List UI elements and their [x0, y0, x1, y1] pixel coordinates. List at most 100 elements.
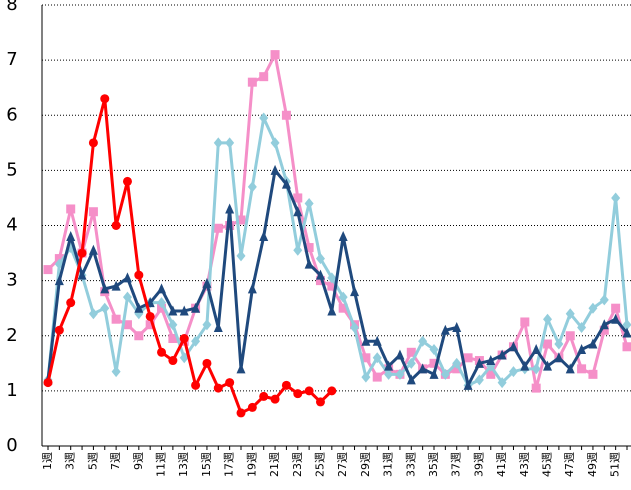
marker: [202, 358, 212, 368]
marker: [406, 347, 416, 357]
marker: [315, 253, 325, 265]
marker: [384, 360, 394, 371]
x-tick-label: 5週: [86, 452, 99, 470]
marker: [134, 302, 144, 313]
marker: [225, 137, 235, 149]
marker: [384, 368, 394, 380]
marker: [429, 358, 439, 368]
marker: [315, 276, 325, 286]
marker: [350, 286, 360, 297]
marker: [531, 383, 541, 393]
series-line: [46, 116, 629, 387]
marker: [111, 366, 121, 378]
marker: [54, 275, 64, 286]
marker: [293, 193, 303, 203]
marker: [100, 283, 110, 294]
y-tick-label: 4: [6, 215, 17, 236]
marker: [486, 369, 496, 379]
marker: [611, 192, 621, 204]
marker: [327, 305, 337, 316]
marker: [281, 178, 291, 189]
marker: [225, 378, 235, 388]
marker: [452, 364, 462, 374]
x-tick-label: 37週: [450, 452, 463, 477]
marker: [122, 176, 132, 186]
x-tick-label: 13週: [177, 452, 190, 477]
marker: [54, 254, 64, 264]
marker: [213, 383, 223, 393]
y-tick-label: 7: [6, 49, 17, 70]
x-tick-label: 47週: [563, 452, 576, 477]
x-tick-label: 9週: [132, 452, 145, 470]
marker: [395, 368, 405, 380]
marker: [611, 313, 621, 324]
marker: [259, 391, 269, 401]
marker: [157, 283, 167, 294]
marker: [100, 302, 110, 314]
marker: [577, 321, 587, 333]
marker: [111, 280, 121, 291]
marker: [520, 360, 530, 371]
marker: [43, 378, 53, 388]
marker: [304, 386, 314, 396]
marker: [315, 269, 325, 280]
marker: [88, 244, 98, 255]
marker: [395, 349, 405, 360]
marker: [554, 352, 564, 363]
x-tick-label: 33週: [404, 452, 417, 477]
marker: [293, 244, 303, 256]
marker: [77, 248, 87, 258]
marker: [202, 277, 212, 288]
y-tick-label: 5: [6, 159, 17, 180]
marker: [338, 303, 348, 313]
x-tick-label: 19週: [245, 452, 258, 477]
marker: [463, 353, 473, 363]
marker: [543, 313, 553, 325]
marker: [543, 360, 553, 371]
x-tick-label: 51週: [609, 452, 622, 477]
marker: [168, 356, 178, 366]
marker: [247, 181, 257, 193]
marker: [259, 72, 269, 82]
marker: [497, 349, 507, 360]
marker: [122, 320, 132, 330]
marker: [531, 363, 541, 375]
marker: [440, 324, 450, 335]
x-tick-label: 17週: [223, 452, 236, 477]
marker: [247, 77, 257, 87]
marker: [66, 231, 76, 242]
marker: [236, 250, 246, 262]
marker: [213, 137, 223, 149]
marker: [406, 357, 416, 369]
x-tick-label: 43週: [518, 452, 531, 477]
marker: [304, 197, 314, 209]
marker: [168, 305, 178, 316]
marker: [565, 331, 575, 341]
marker: [622, 319, 631, 331]
marker: [157, 347, 167, 357]
marker: [88, 308, 98, 320]
marker: [418, 363, 428, 374]
y-tick-label: 2: [6, 325, 17, 346]
marker: [179, 352, 189, 364]
marker: [179, 334, 189, 344]
marker: [157, 297, 167, 309]
marker: [588, 338, 598, 349]
marker: [474, 374, 484, 386]
x-tick-label: 45週: [541, 452, 554, 477]
marker: [474, 357, 484, 368]
marker: [157, 303, 167, 313]
marker: [66, 204, 76, 214]
y-tick-label: 1: [6, 380, 17, 401]
marker: [122, 272, 132, 283]
marker: [225, 203, 235, 214]
marker: [588, 302, 598, 314]
x-tick-label: 11週: [155, 452, 168, 477]
marker: [77, 269, 87, 280]
marker: [338, 291, 348, 303]
marker: [599, 325, 609, 335]
marker: [236, 363, 246, 374]
marker: [43, 265, 53, 275]
marker: [372, 372, 382, 382]
